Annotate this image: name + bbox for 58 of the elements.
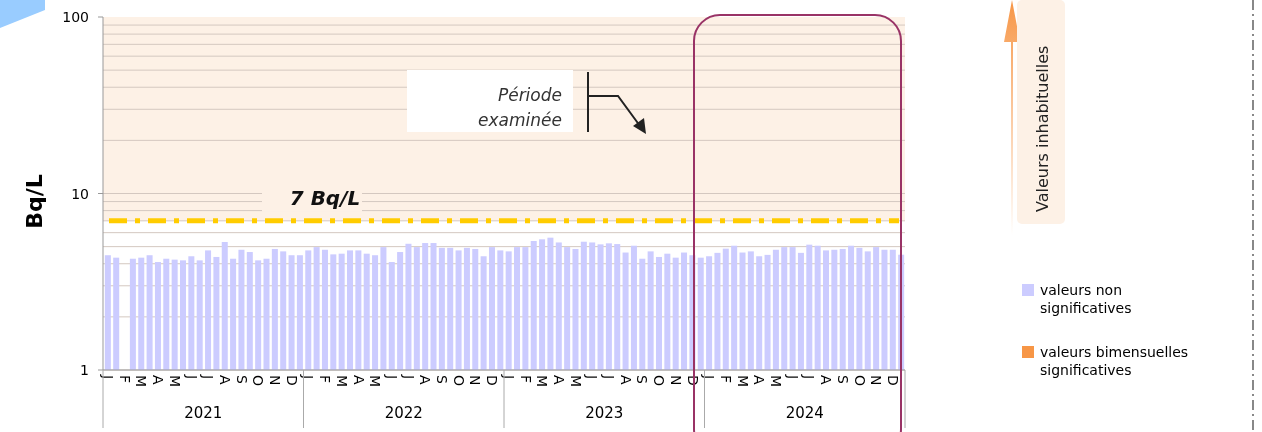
y-tick-label: 100 xyxy=(62,9,89,25)
x-tick-label: M xyxy=(166,375,183,388)
x-tick-label: M xyxy=(333,375,350,388)
x-tick-label: A xyxy=(150,375,167,385)
x-tick-label: A xyxy=(350,375,367,385)
text: Valeurs inhabituelles xyxy=(1033,45,1052,212)
text: 2024 xyxy=(785,404,824,422)
x-tick-label: A xyxy=(550,375,567,385)
x-tick-label: J xyxy=(183,374,200,380)
x-tick-label: N xyxy=(267,375,284,386)
x-tick-label: O xyxy=(450,375,467,387)
x-tick-label: F xyxy=(116,375,133,384)
x-tick-label: D xyxy=(484,375,501,386)
x-tick-label: J xyxy=(801,374,818,380)
x-tick-label: M xyxy=(567,375,584,388)
x-tick-label: M xyxy=(768,375,785,388)
x-tick-label: F xyxy=(717,375,734,384)
x-tick-label: J xyxy=(500,374,517,380)
x-tick-label: O xyxy=(651,375,668,387)
x-tick-label: S xyxy=(434,375,451,384)
legend-label: valeurs non significatives xyxy=(1040,282,1132,316)
y-axis-title: Bq/L xyxy=(22,174,47,229)
x-tick-label: S xyxy=(634,375,651,384)
x-tick-label: A xyxy=(417,375,434,385)
x-tick-label: S xyxy=(834,375,851,384)
x-tick-label: M xyxy=(534,375,551,388)
x-tick-label: A xyxy=(216,375,233,385)
x-tick-label: M xyxy=(133,375,150,388)
x-tick-label: M xyxy=(367,375,384,388)
text: 2022 xyxy=(384,404,423,422)
x-tick-label: J xyxy=(383,374,400,380)
x-tick-label: O xyxy=(250,375,267,387)
x-tick-label: D xyxy=(283,375,300,386)
x-tick-label: J xyxy=(584,374,601,380)
x-tick-label: A xyxy=(617,375,634,385)
x-tick-label: N xyxy=(467,375,484,386)
text: 2023 xyxy=(585,404,624,422)
legend-label: valeurs bimensuelles significatives xyxy=(1040,344,1189,378)
x-tick-label: M xyxy=(734,375,751,388)
y-tick-label: 1 xyxy=(80,362,89,378)
text: 2021 xyxy=(184,404,223,422)
ref-line-label: 7 Bq/L xyxy=(289,185,361,210)
x-tick-label: J xyxy=(400,374,417,380)
x-tick-label: F xyxy=(317,375,334,384)
x-tick-label: N xyxy=(868,375,885,386)
x-tick-label: D xyxy=(884,375,901,386)
x-tick-label: J xyxy=(784,374,801,380)
x-tick-label: S xyxy=(233,375,250,384)
x-tick-label: J xyxy=(200,374,217,380)
annotation: Période examinée xyxy=(478,85,562,130)
x-tick-label: J xyxy=(601,374,618,380)
y-tick-label: 10 xyxy=(71,185,89,202)
x-tick-label: J xyxy=(100,374,117,380)
x-tick-label: F xyxy=(517,375,534,384)
x-tick-label: O xyxy=(851,375,868,387)
x-tick-label: A xyxy=(818,375,835,385)
x-tick-label: A xyxy=(751,375,768,385)
x-tick-label: N xyxy=(667,375,684,386)
